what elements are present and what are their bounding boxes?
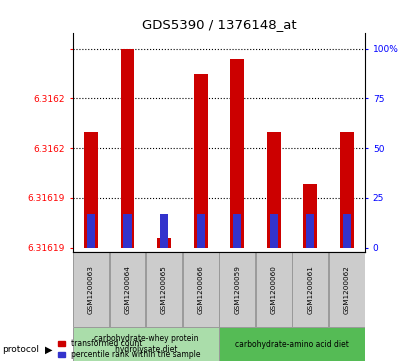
Bar	[120, 49, 134, 248]
Text: GSM1200063: GSM1200063	[88, 265, 94, 314]
Bar	[219, 327, 365, 361]
Bar	[219, 252, 255, 327]
Text: GSM1200061: GSM1200061	[308, 265, 313, 314]
Bar	[230, 58, 244, 248]
Bar	[73, 252, 109, 327]
Bar	[157, 238, 171, 248]
Bar	[110, 252, 145, 327]
Title: GDS5390 / 1376148_at: GDS5390 / 1376148_at	[142, 19, 296, 32]
Bar	[270, 214, 278, 248]
Text: GSM1200066: GSM1200066	[198, 265, 204, 314]
Bar	[340, 132, 354, 248]
Bar	[197, 214, 205, 248]
Text: GSM1200060: GSM1200060	[271, 265, 277, 314]
Text: GSM1200064: GSM1200064	[124, 265, 130, 314]
Bar	[306, 214, 315, 248]
Bar	[183, 252, 219, 327]
Text: GSM1200065: GSM1200065	[161, 265, 167, 314]
Bar	[146, 252, 182, 327]
Bar	[293, 252, 328, 327]
Text: GSM1200059: GSM1200059	[234, 265, 240, 314]
Bar	[194, 74, 208, 248]
Bar	[84, 132, 98, 248]
Text: carbohydrate-amino acid diet: carbohydrate-amino acid diet	[235, 339, 349, 348]
Bar	[233, 214, 241, 248]
Bar	[87, 214, 95, 248]
Bar	[73, 327, 219, 361]
Legend: transformed count, percentile rank within the sample: transformed count, percentile rank withi…	[58, 339, 200, 359]
Bar	[123, 214, 132, 248]
Bar	[267, 132, 281, 248]
Bar	[329, 252, 365, 327]
Bar	[343, 214, 351, 248]
Bar	[303, 184, 317, 248]
Text: protocol: protocol	[2, 345, 39, 354]
Text: GSM1200062: GSM1200062	[344, 265, 350, 314]
Bar	[160, 214, 168, 248]
Bar	[256, 252, 292, 327]
Text: ▶: ▶	[45, 344, 52, 355]
Text: carbohydrate-whey protein
hydrolysate diet: carbohydrate-whey protein hydrolysate di…	[93, 334, 198, 354]
